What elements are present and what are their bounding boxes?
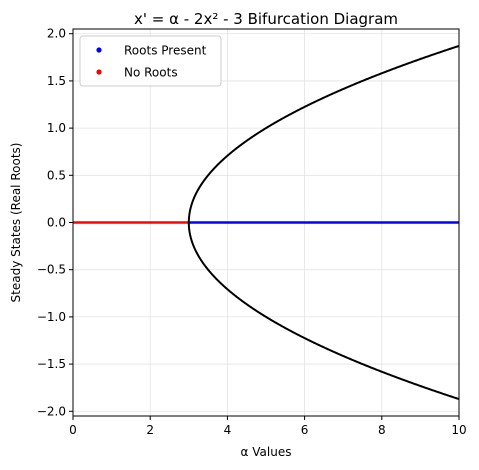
y-axis-label: Steady States (Real Roots) [9,143,23,303]
legend: Roots Present No Roots [79,35,222,87]
curve-upper-branch [187,44,460,223]
legend-marker-no-roots [96,69,102,75]
x-tick-label: 4 [224,423,232,437]
x-tick-label: 0 [69,423,77,437]
steady-state-curve [187,44,460,401]
x-tick-label: 8 [378,423,386,437]
x-axis-label: α Values [241,445,292,459]
y-axis-ticks: −2.0 −1.5 −1.0 −0.5 0.0 0.5 1.0 1.5 2.0 [37,27,73,418]
curve-lower-branch [187,222,460,401]
legend-marker-roots-present [96,47,102,53]
legend-label-no-roots: No Roots [124,66,178,80]
y-tick-label: 0.0 [47,216,66,230]
legend-box [79,35,222,87]
x-tick-label: 2 [146,423,154,437]
y-tick-label: 1.5 [47,74,66,88]
y-tick-label: −1.0 [37,310,66,324]
y-tick-label: −2.0 [37,404,66,418]
chart-title: x' = α - 2x² - 3 Bifurcation Diagram [134,10,398,28]
legend-label-roots-present: Roots Present [124,44,207,58]
y-tick-label: −1.5 [37,357,66,371]
y-tick-label: −0.5 [37,263,66,277]
y-tick-label: 1.0 [47,121,66,135]
x-tick-label: 10 [451,423,466,437]
x-axis-ticks: 0 2 4 6 8 10 [69,416,467,437]
y-tick-label: 0.5 [47,168,66,182]
x-tick-label: 6 [301,423,309,437]
y-tick-label: 2.0 [47,27,66,41]
